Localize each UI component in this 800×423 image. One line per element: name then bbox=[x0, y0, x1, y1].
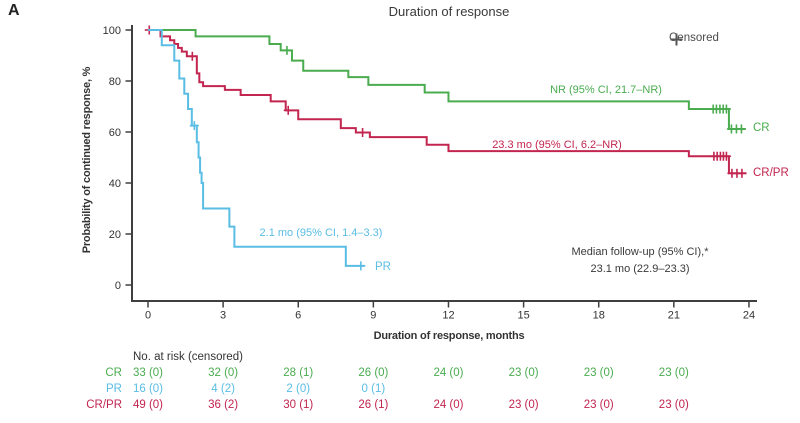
curve-end-label-pr: PR bbox=[375, 261, 391, 273]
y-tick-label: 100 bbox=[103, 25, 121, 37]
crpr-median-annotation: 23.3 mo (95% CI, 6.2–NR) bbox=[492, 139, 622, 151]
y-tick-label: 0 bbox=[115, 280, 121, 292]
risk-cell: 23 (0) bbox=[583, 399, 614, 411]
risk-cell: 23 (0) bbox=[658, 367, 689, 379]
x-axis-label: Duration of response, months bbox=[373, 330, 525, 342]
pr-median-annotation: 2.1 mo (95% CI, 1.4–3.3) bbox=[259, 227, 383, 239]
y-tick-label: 80 bbox=[109, 76, 121, 88]
x-tick-label: 3 bbox=[220, 310, 226, 322]
censored-legend: Censored bbox=[669, 32, 719, 46]
risk-row-label-cr-pr: CR/PR bbox=[86, 399, 122, 411]
risk-cell: 23 (0) bbox=[508, 367, 539, 379]
plus-censor-icon bbox=[670, 33, 683, 46]
chart-title: Duration of response bbox=[388, 4, 510, 19]
axis-tick-labels: 0 20 40 60 80 100 0 3 6 9 12 15 18 21 24 bbox=[103, 25, 755, 322]
x-tick-label: 6 bbox=[295, 310, 301, 322]
risk-cell: 33 (0) bbox=[132, 367, 164, 379]
followup-line2: 23.1 mo (22.9–23.3) bbox=[590, 262, 690, 275]
risk-cell: 24 (0) bbox=[433, 399, 464, 411]
cr-median-annotation: NR (95% CI, 21.7–NR) bbox=[550, 84, 662, 96]
risk-cell: 23 (0) bbox=[508, 399, 539, 411]
followup-annotation: Median follow-up (95% CI),* 23.1 mo (22.… bbox=[572, 244, 709, 277]
km-curve bbox=[148, 29, 747, 175]
x-tick-label: 24 bbox=[743, 310, 755, 322]
series-cr bbox=[148, 29, 746, 134]
risk-cell: 2 (0) bbox=[286, 383, 311, 395]
risk-cell: 26 (1) bbox=[358, 399, 389, 411]
y-tick-label: 60 bbox=[109, 127, 121, 139]
risk-table-header: No. at risk (censored) bbox=[133, 351, 243, 363]
risk-cell: 4 (2) bbox=[211, 383, 235, 395]
curve-end-label-crpr: CR/PR bbox=[753, 167, 789, 179]
risk-cell: 36 (2) bbox=[208, 399, 239, 411]
panel-label: A bbox=[8, 2, 20, 19]
x-tick-label: 18 bbox=[593, 310, 605, 322]
censored-label: Censored bbox=[669, 32, 719, 44]
km-curve bbox=[148, 29, 365, 267]
risk-cell: 26 (0) bbox=[358, 367, 389, 379]
series-pr bbox=[148, 29, 366, 271]
y-tick-label: 40 bbox=[109, 178, 121, 190]
curve-end-label-cr: CR bbox=[753, 122, 770, 134]
x-tick-label: 0 bbox=[145, 310, 151, 322]
followup-line1: Median follow-up (95% CI),* bbox=[571, 246, 709, 258]
x-tick-label: 9 bbox=[370, 310, 376, 322]
km-curve bbox=[148, 29, 746, 130]
y-tick-label: 20 bbox=[109, 229, 121, 241]
risk-cell: 49 (0) bbox=[132, 399, 164, 411]
x-tick-label: 15 bbox=[517, 310, 529, 322]
x-tick-label: 21 bbox=[668, 310, 680, 322]
risk-cell: 23 (0) bbox=[658, 399, 689, 411]
risk-cell: 16 (0) bbox=[132, 383, 164, 395]
risk-cell: 0 (1) bbox=[361, 383, 386, 395]
axes bbox=[131, 25, 757, 302]
risk-row-label-cr: CR bbox=[105, 367, 122, 379]
risk-cell: 23 (0) bbox=[583, 367, 614, 379]
risk-cell: 28 (1) bbox=[283, 367, 314, 379]
risk-cell: 24 (0) bbox=[433, 367, 464, 379]
y-axis-label: Probability of continued response, % bbox=[81, 66, 93, 254]
axis-ticks bbox=[125, 29, 750, 308]
risk-row-label-pr: PR bbox=[106, 383, 122, 395]
series-cr-pr bbox=[144, 25, 747, 178]
risk-cell: 32 (0) bbox=[208, 367, 239, 379]
risk-cell: 30 (1) bbox=[283, 399, 314, 411]
x-tick-label: 12 bbox=[442, 310, 454, 322]
